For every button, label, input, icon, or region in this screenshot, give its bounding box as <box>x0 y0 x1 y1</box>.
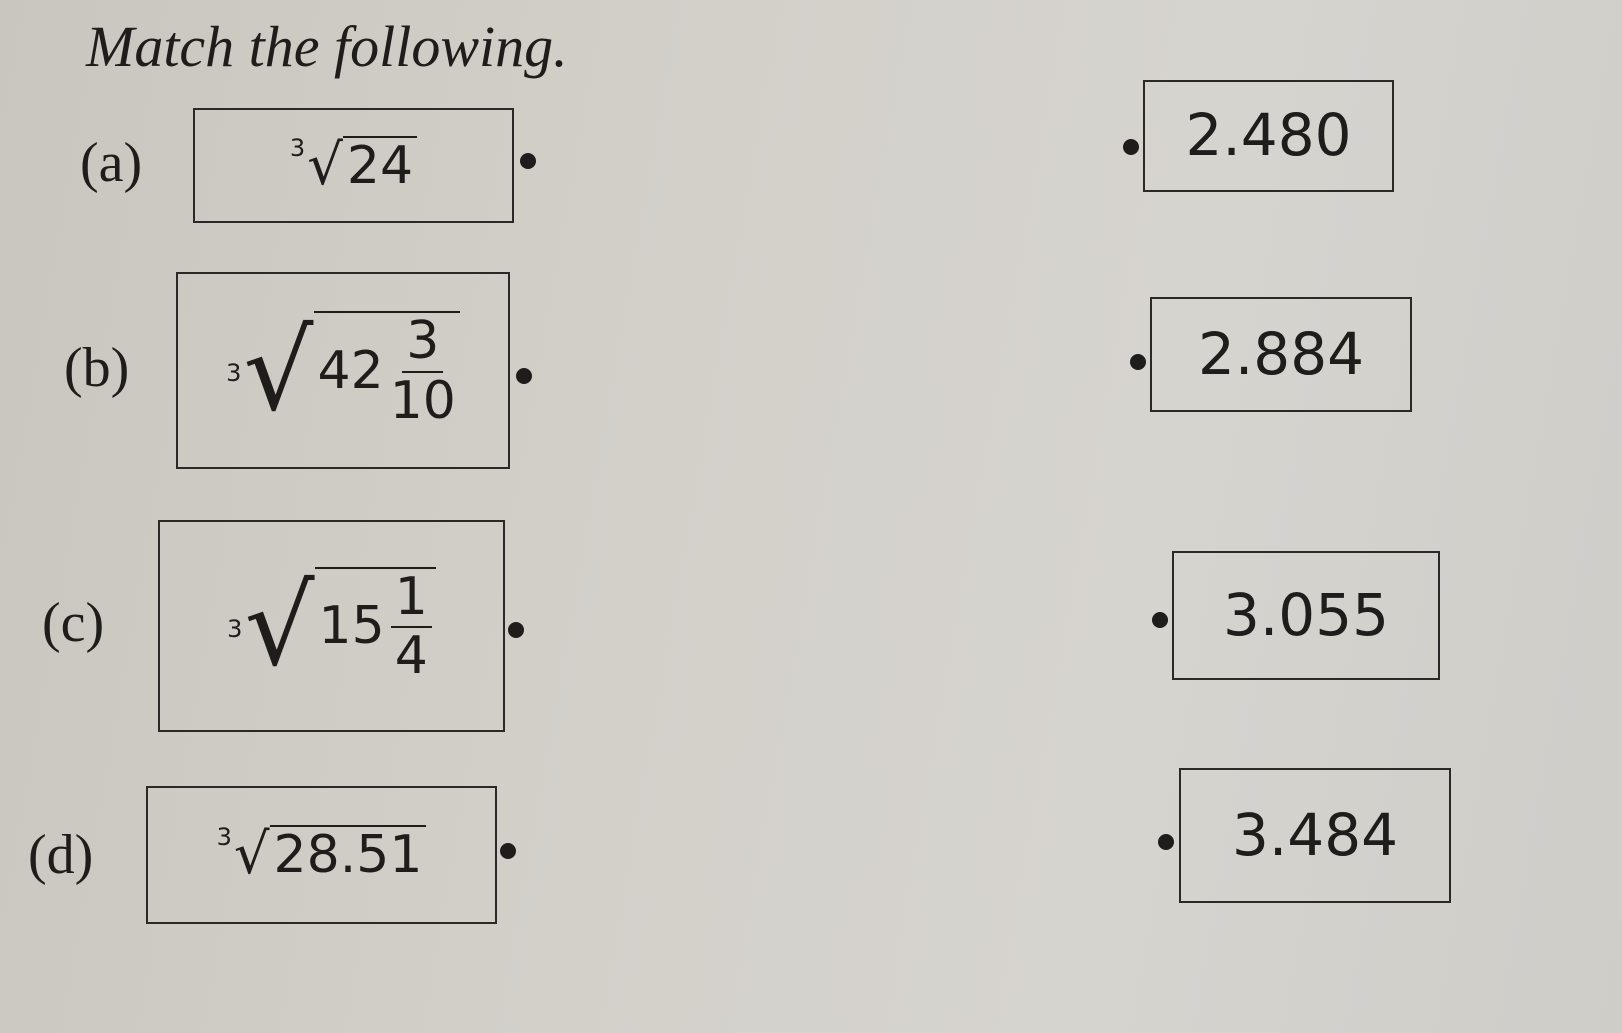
label-c: (c) <box>42 592 105 654</box>
root-index: 3 <box>227 614 243 643</box>
answer-box-2: 2.884 <box>1150 297 1412 412</box>
page-title: Match the following. <box>86 14 568 79</box>
match-dot-c[interactable] <box>508 622 524 638</box>
radicand-whole: 42 <box>317 340 384 401</box>
numerator: 1 <box>390 568 432 628</box>
match-dot-3[interactable] <box>1152 612 1168 628</box>
label-d: (d) <box>28 824 94 886</box>
radical-sign: √ <box>244 562 315 690</box>
answer-box-3: 3.055 <box>1172 551 1440 680</box>
expression-box-b: 3 √ 42 3 10 <box>176 272 510 469</box>
radical-sign: √ <box>233 822 270 887</box>
match-dot-2[interactable] <box>1130 354 1146 370</box>
answer-box-4: 3.484 <box>1179 768 1451 903</box>
match-dot-a[interactable] <box>520 153 536 169</box>
answer-value: 2.884 <box>1197 319 1365 388</box>
radicand-whole: 15 <box>318 596 385 657</box>
match-dot-4[interactable] <box>1158 834 1174 850</box>
cube-root-b: 3 √ 42 3 10 <box>226 311 460 429</box>
numerator: 3 <box>402 313 444 373</box>
answer-box-1: 2.480 <box>1143 80 1394 192</box>
radicand: 28.51 <box>273 825 423 886</box>
root-index: 3 <box>226 359 242 388</box>
answer-value: 3.055 <box>1222 580 1390 649</box>
denominator: 10 <box>389 370 456 431</box>
answer-value: 3.484 <box>1231 800 1399 869</box>
root-index: 3 <box>216 823 232 852</box>
answer-value: 2.480 <box>1185 101 1352 170</box>
radical-sign: √ <box>307 132 343 198</box>
label-a: (a) <box>80 132 143 194</box>
match-dot-d[interactable] <box>500 843 516 859</box>
expression-box-d: 3 √ 28.51 <box>146 786 497 924</box>
root-index: 3 <box>289 133 306 162</box>
denominator: 4 <box>394 626 428 686</box>
expression-box-a: 3 √ 24 <box>193 108 514 223</box>
match-dot-1[interactable] <box>1123 139 1139 155</box>
fraction: 3 10 <box>389 313 456 431</box>
radicand: 24 <box>346 135 414 196</box>
cube-root-c: 3 √ 15 1 4 <box>227 562 436 690</box>
radical-sign: √ <box>243 306 314 435</box>
expression-box-c: 3 √ 15 1 4 <box>158 520 505 732</box>
cube-root-d: 3 √ 28.51 <box>217 825 427 884</box>
match-dot-b[interactable] <box>516 368 532 384</box>
label-b: (b) <box>64 337 130 399</box>
cube-root-a: 3 √ 24 <box>289 132 418 198</box>
